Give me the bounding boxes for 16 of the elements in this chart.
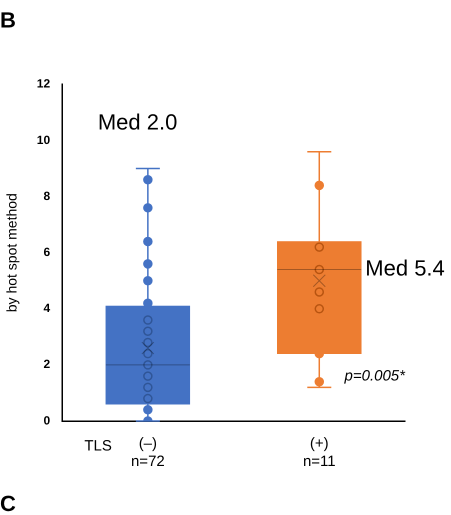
- y-tick-label: 4: [43, 301, 50, 316]
- x-tick-label: (+) n=11: [302, 435, 336, 470]
- x-tick-label: (–) n=72: [130, 435, 165, 470]
- y-tick-label: 6: [43, 245, 50, 260]
- x-axis-title: TLS: [84, 438, 112, 455]
- annotation: Med 5.4: [365, 256, 445, 281]
- y-tick-label: 8: [43, 188, 50, 203]
- chart-title: B: [0, 7, 16, 32]
- y-tick-label: 12: [36, 76, 50, 91]
- annotation: Med 2.0: [98, 110, 178, 135]
- y-tick-label: 2: [43, 357, 50, 372]
- text: C: [0, 491, 16, 515]
- annotation: p=0.005*: [344, 367, 406, 384]
- y-tick-label: 0: [43, 413, 50, 428]
- y-tick-label: 10: [36, 132, 50, 147]
- y-axis-title: by hot spot method: [3, 193, 20, 312]
